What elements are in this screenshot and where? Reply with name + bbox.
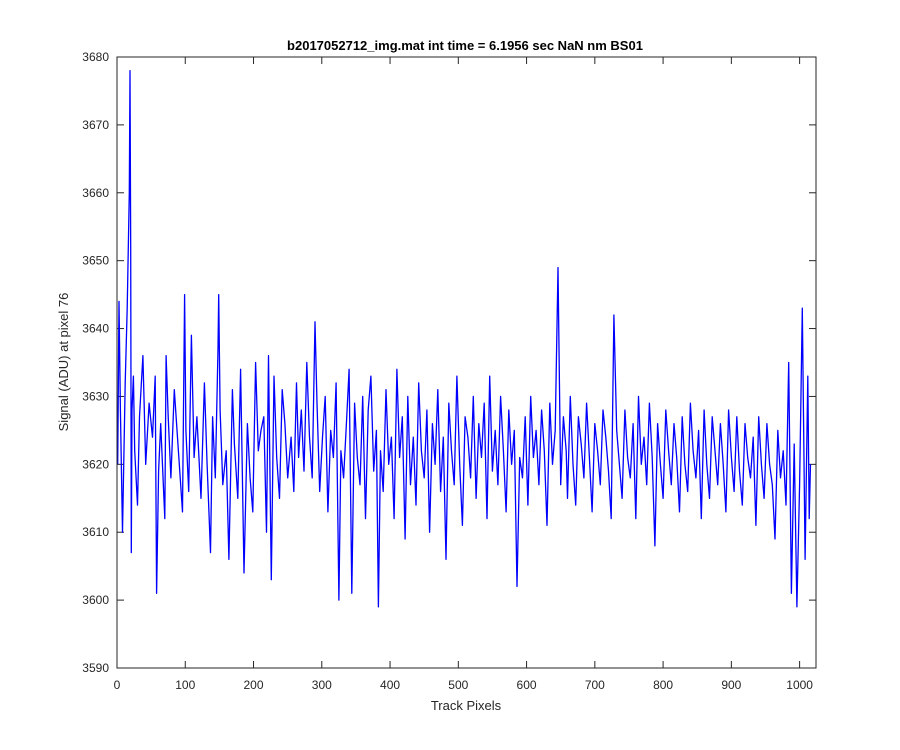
x-tick-label: 500 [448,678,468,692]
signal-series-line [117,69,812,608]
y-tick-label: 3650 [82,254,109,268]
x-tick-label: 900 [721,678,741,692]
plot-area-frame [116,56,817,669]
y-tick-label: 3630 [82,389,109,403]
y-tick-label: 3640 [82,322,109,336]
chart-title: b2017052712_img.mat int time = 6.1956 se… [287,38,643,53]
x-tick-label: 1000 [786,678,813,692]
x-tick-label: 300 [312,678,332,692]
y-axis-ticks: 3590 3600 3610 3620 3630 3640 3650 3660 3670 3680 [82,50,816,675]
x-tick-label: 200 [244,678,264,692]
x-axis-label: Track Pixels [431,698,502,713]
x-tick-label: 0 [114,678,121,692]
x-tick-label: 400 [380,678,400,692]
y-tick-label: 3680 [82,50,109,64]
y-tick-label: 3620 [82,457,109,471]
x-tick-label: 600 [517,678,537,692]
x-tick-label: 800 [653,678,673,692]
x-tick-label: 100 [175,678,195,692]
x-axis-ticks: 0 100 200 300 400 500 600 700 800 900 1000 [114,57,813,692]
x-tick-label: 700 [585,678,605,692]
series-layer [117,69,812,608]
y-axis-label: Signal (ADU) at pixel 76 [56,293,71,432]
y-tick-label: 3590 [82,661,109,675]
y-tick-label: 3610 [82,525,109,539]
y-tick-label: 3670 [82,118,109,132]
y-tick-label: 3600 [82,593,109,607]
y-tick-label: 3660 [82,186,109,200]
